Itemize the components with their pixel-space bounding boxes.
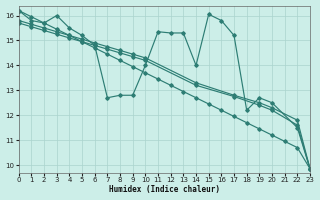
- X-axis label: Humidex (Indice chaleur): Humidex (Indice chaleur): [109, 185, 220, 194]
